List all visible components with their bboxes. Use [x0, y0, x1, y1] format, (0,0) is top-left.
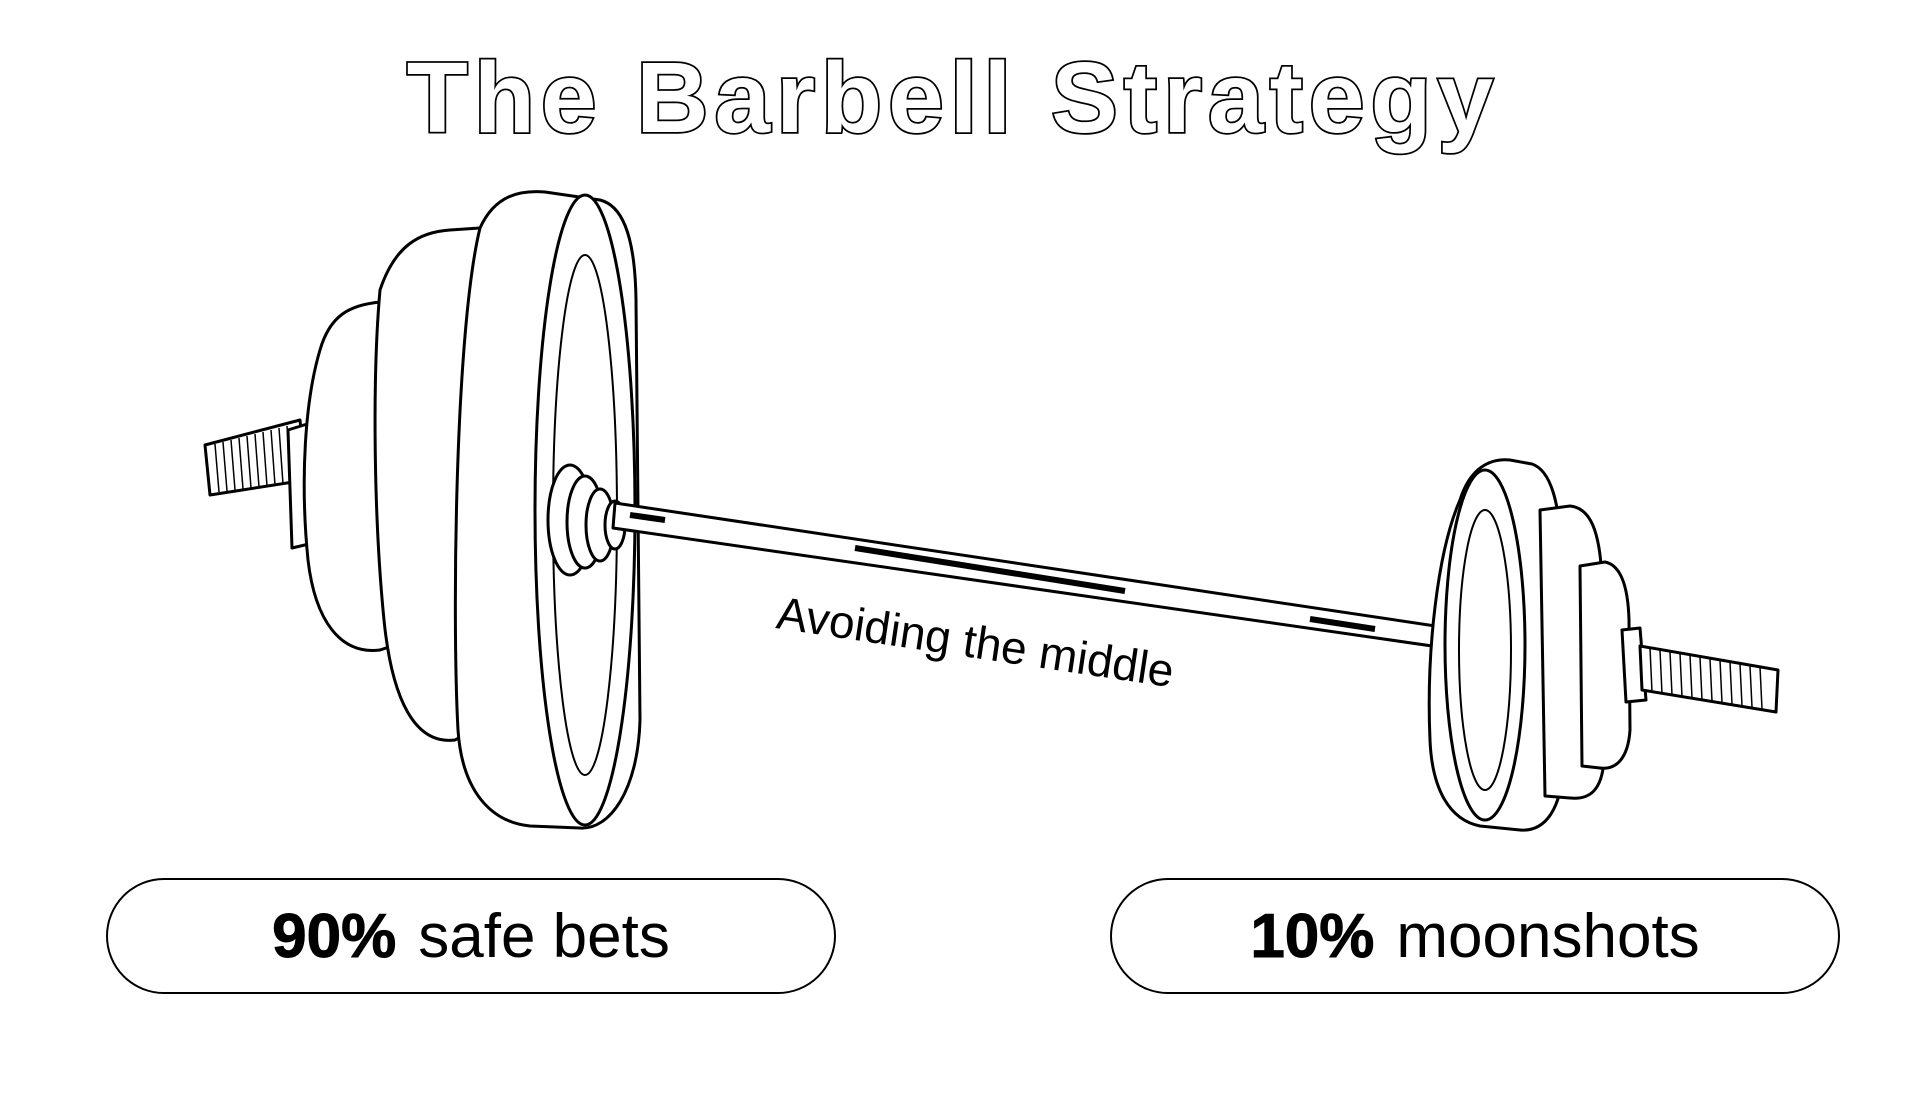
safe-bets-text: safe bets	[418, 901, 670, 971]
right-plate-face	[1443, 468, 1527, 822]
diagram-title: The Barbell Strategy	[407, 42, 1500, 154]
safe-bets-label: 90% safe bets	[106, 878, 836, 994]
moonshots-percent: 10%	[1250, 901, 1375, 971]
barbell-illustration	[203, 190, 1780, 832]
safe-bets-percent: 90%	[272, 901, 397, 971]
right-sleeve-thread	[1620, 626, 1780, 714]
moonshots-label: 10% moonshots	[1110, 878, 1840, 994]
bar-knurl-marks	[629, 512, 1376, 632]
bar-caption: Avoiding the middle	[774, 586, 1178, 697]
moonshots-text: moonshots	[1396, 901, 1700, 971]
